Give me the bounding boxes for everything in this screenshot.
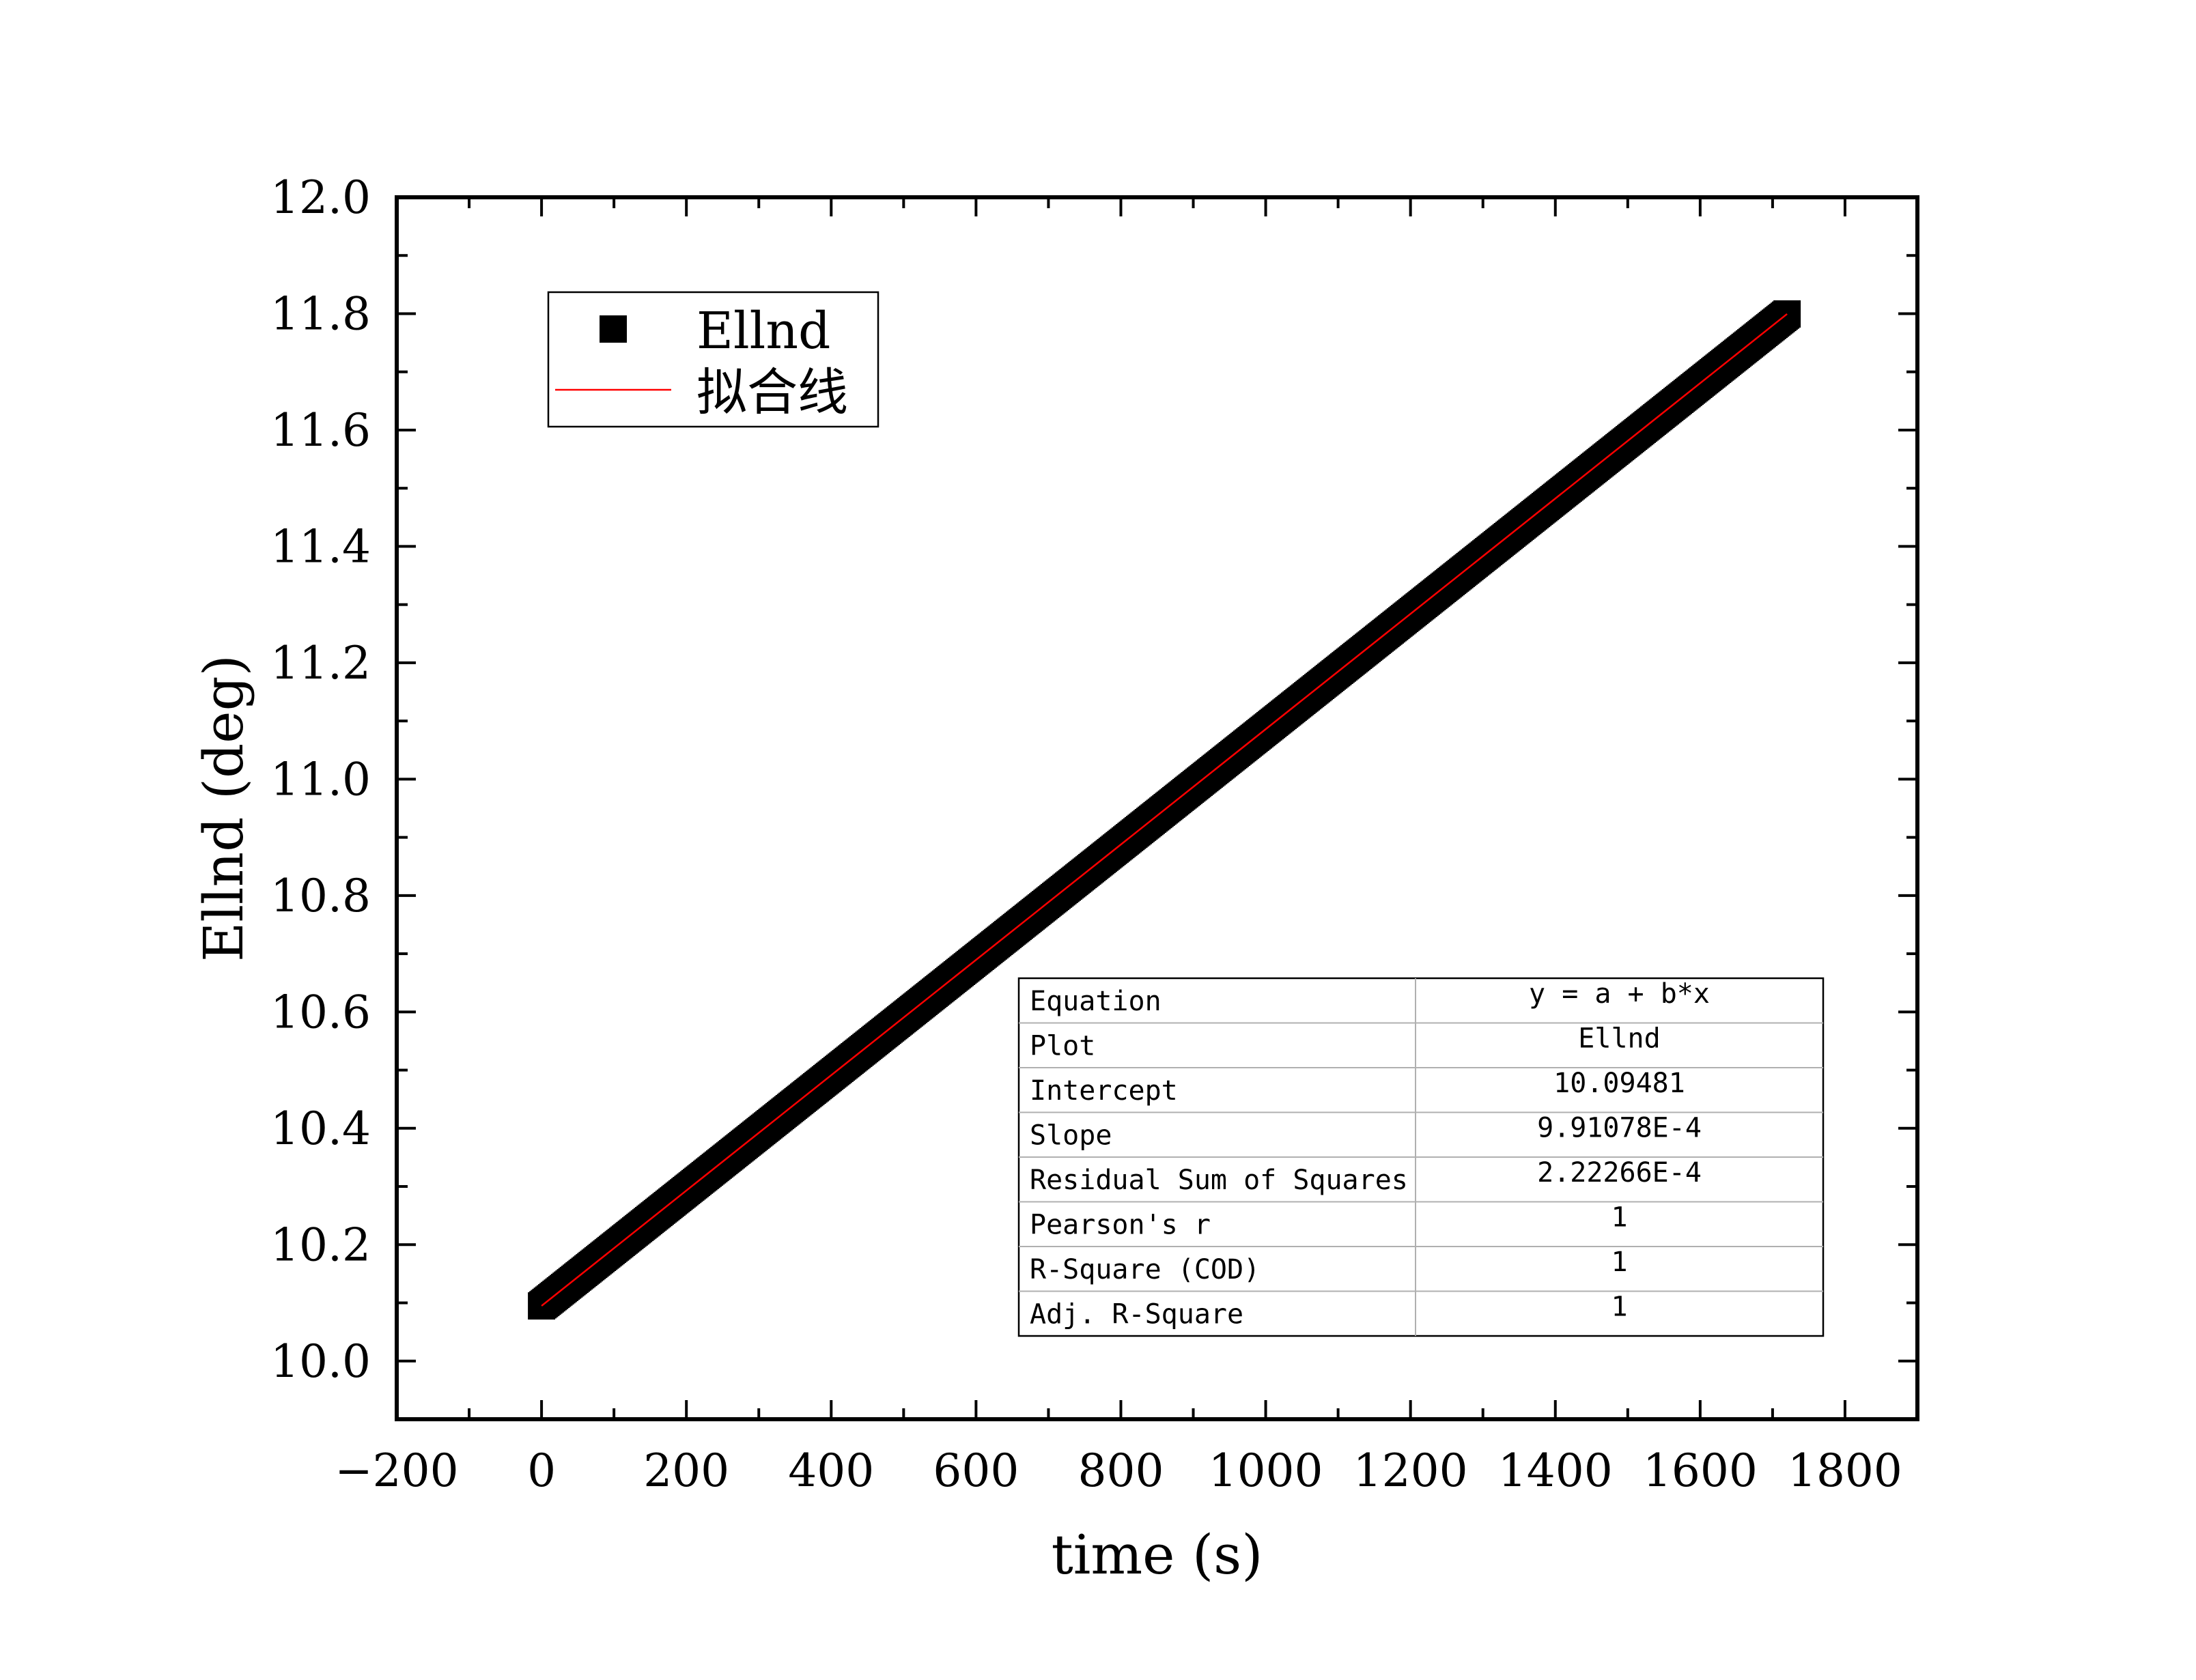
x-tick-label: 1000 — [1209, 1444, 1323, 1497]
x-tick-label: 400 — [788, 1444, 874, 1497]
y-tick-label: 11.0 — [270, 753, 371, 806]
y-tick-label: 10.4 — [270, 1102, 371, 1155]
y-tick-labels: 10.0 10.2 10.4 10.6 10.8 11.0 11.2 11.4 11.6 11.8… — [270, 171, 371, 1388]
legend: Ellnd 拟合线 — [547, 291, 879, 428]
x-axis-title: time (s) — [1052, 1523, 1263, 1586]
table-row-label: Adj. R-Square — [1030, 1299, 1243, 1330]
x-tick-label: 1200 — [1353, 1444, 1468, 1497]
y-tick-label: 10.0 — [270, 1335, 371, 1388]
table-row-value: 1 — [1611, 1202, 1627, 1234]
table-row-label: Residual Sum of Squares — [1030, 1165, 1408, 1196]
y-tick-label: 11.2 — [270, 637, 371, 689]
x-tick-label: 1800 — [1788, 1444, 1902, 1497]
legend-square-marker-icon — [600, 315, 627, 343]
x-tick-label: 600 — [933, 1444, 1019, 1497]
table-row-value: 2.22266E-4 — [1537, 1157, 1702, 1188]
x-tick-label: −200 — [335, 1444, 458, 1497]
data-point — [1773, 300, 1801, 328]
y-tick-label: 11.6 — [270, 404, 371, 457]
table-row-label: Equation — [1030, 986, 1162, 1017]
plot-frame — [395, 195, 1919, 1421]
y-tick-label: 11.4 — [270, 520, 371, 573]
table-row-value: y = a + b*x — [1529, 978, 1710, 1010]
x-tick-label: 1400 — [1498, 1444, 1613, 1497]
y-tick-label: 11.8 — [270, 287, 371, 340]
table-row-label: Slope — [1030, 1120, 1112, 1152]
legend-entry-ellnd: Ellnd — [696, 302, 830, 360]
table-row-label: Intercept — [1030, 1075, 1178, 1107]
table-row-value: 9.91078E-4 — [1537, 1113, 1702, 1144]
y-tick-label: 10.2 — [270, 1219, 371, 1271]
y-tick-label: 12.0 — [270, 171, 371, 224]
x-tick-labels: −200 0 200 400 600 800 1000 1200 1400 1600 1800 — [335, 1444, 1902, 1497]
table-row-label: Plot — [1030, 1031, 1095, 1062]
fit-line-path — [541, 313, 1788, 1307]
fit-statistics-table: Equation y = a + b*x Plot Ellnd Intercept 10.… — [1017, 977, 1825, 1337]
table-row-label: Pearson's r — [1030, 1210, 1211, 1241]
legend-entry-fit-line: 拟合线 — [696, 363, 848, 422]
y-axis-title: Ellnd (deg) — [192, 655, 255, 962]
x-tick-label: 1600 — [1643, 1444, 1758, 1497]
table-row-label: R-Square (COD) — [1030, 1254, 1260, 1285]
legend-box — [547, 291, 879, 428]
x-tick-label: 200 — [643, 1444, 729, 1497]
x-tick-label: 800 — [1078, 1444, 1164, 1497]
table-row-value: 10.09481 — [1553, 1068, 1685, 1099]
x-tick-label: 0 — [527, 1444, 556, 1497]
table-row-value: 1 — [1611, 1292, 1627, 1323]
y-tick-label: 10.6 — [270, 986, 371, 1038]
fit-line — [541, 313, 1788, 1307]
table-row-value: 1 — [1611, 1247, 1627, 1278]
y-tick-label: 10.8 — [270, 870, 371, 922]
table-row-value: Ellnd — [1578, 1023, 1660, 1055]
